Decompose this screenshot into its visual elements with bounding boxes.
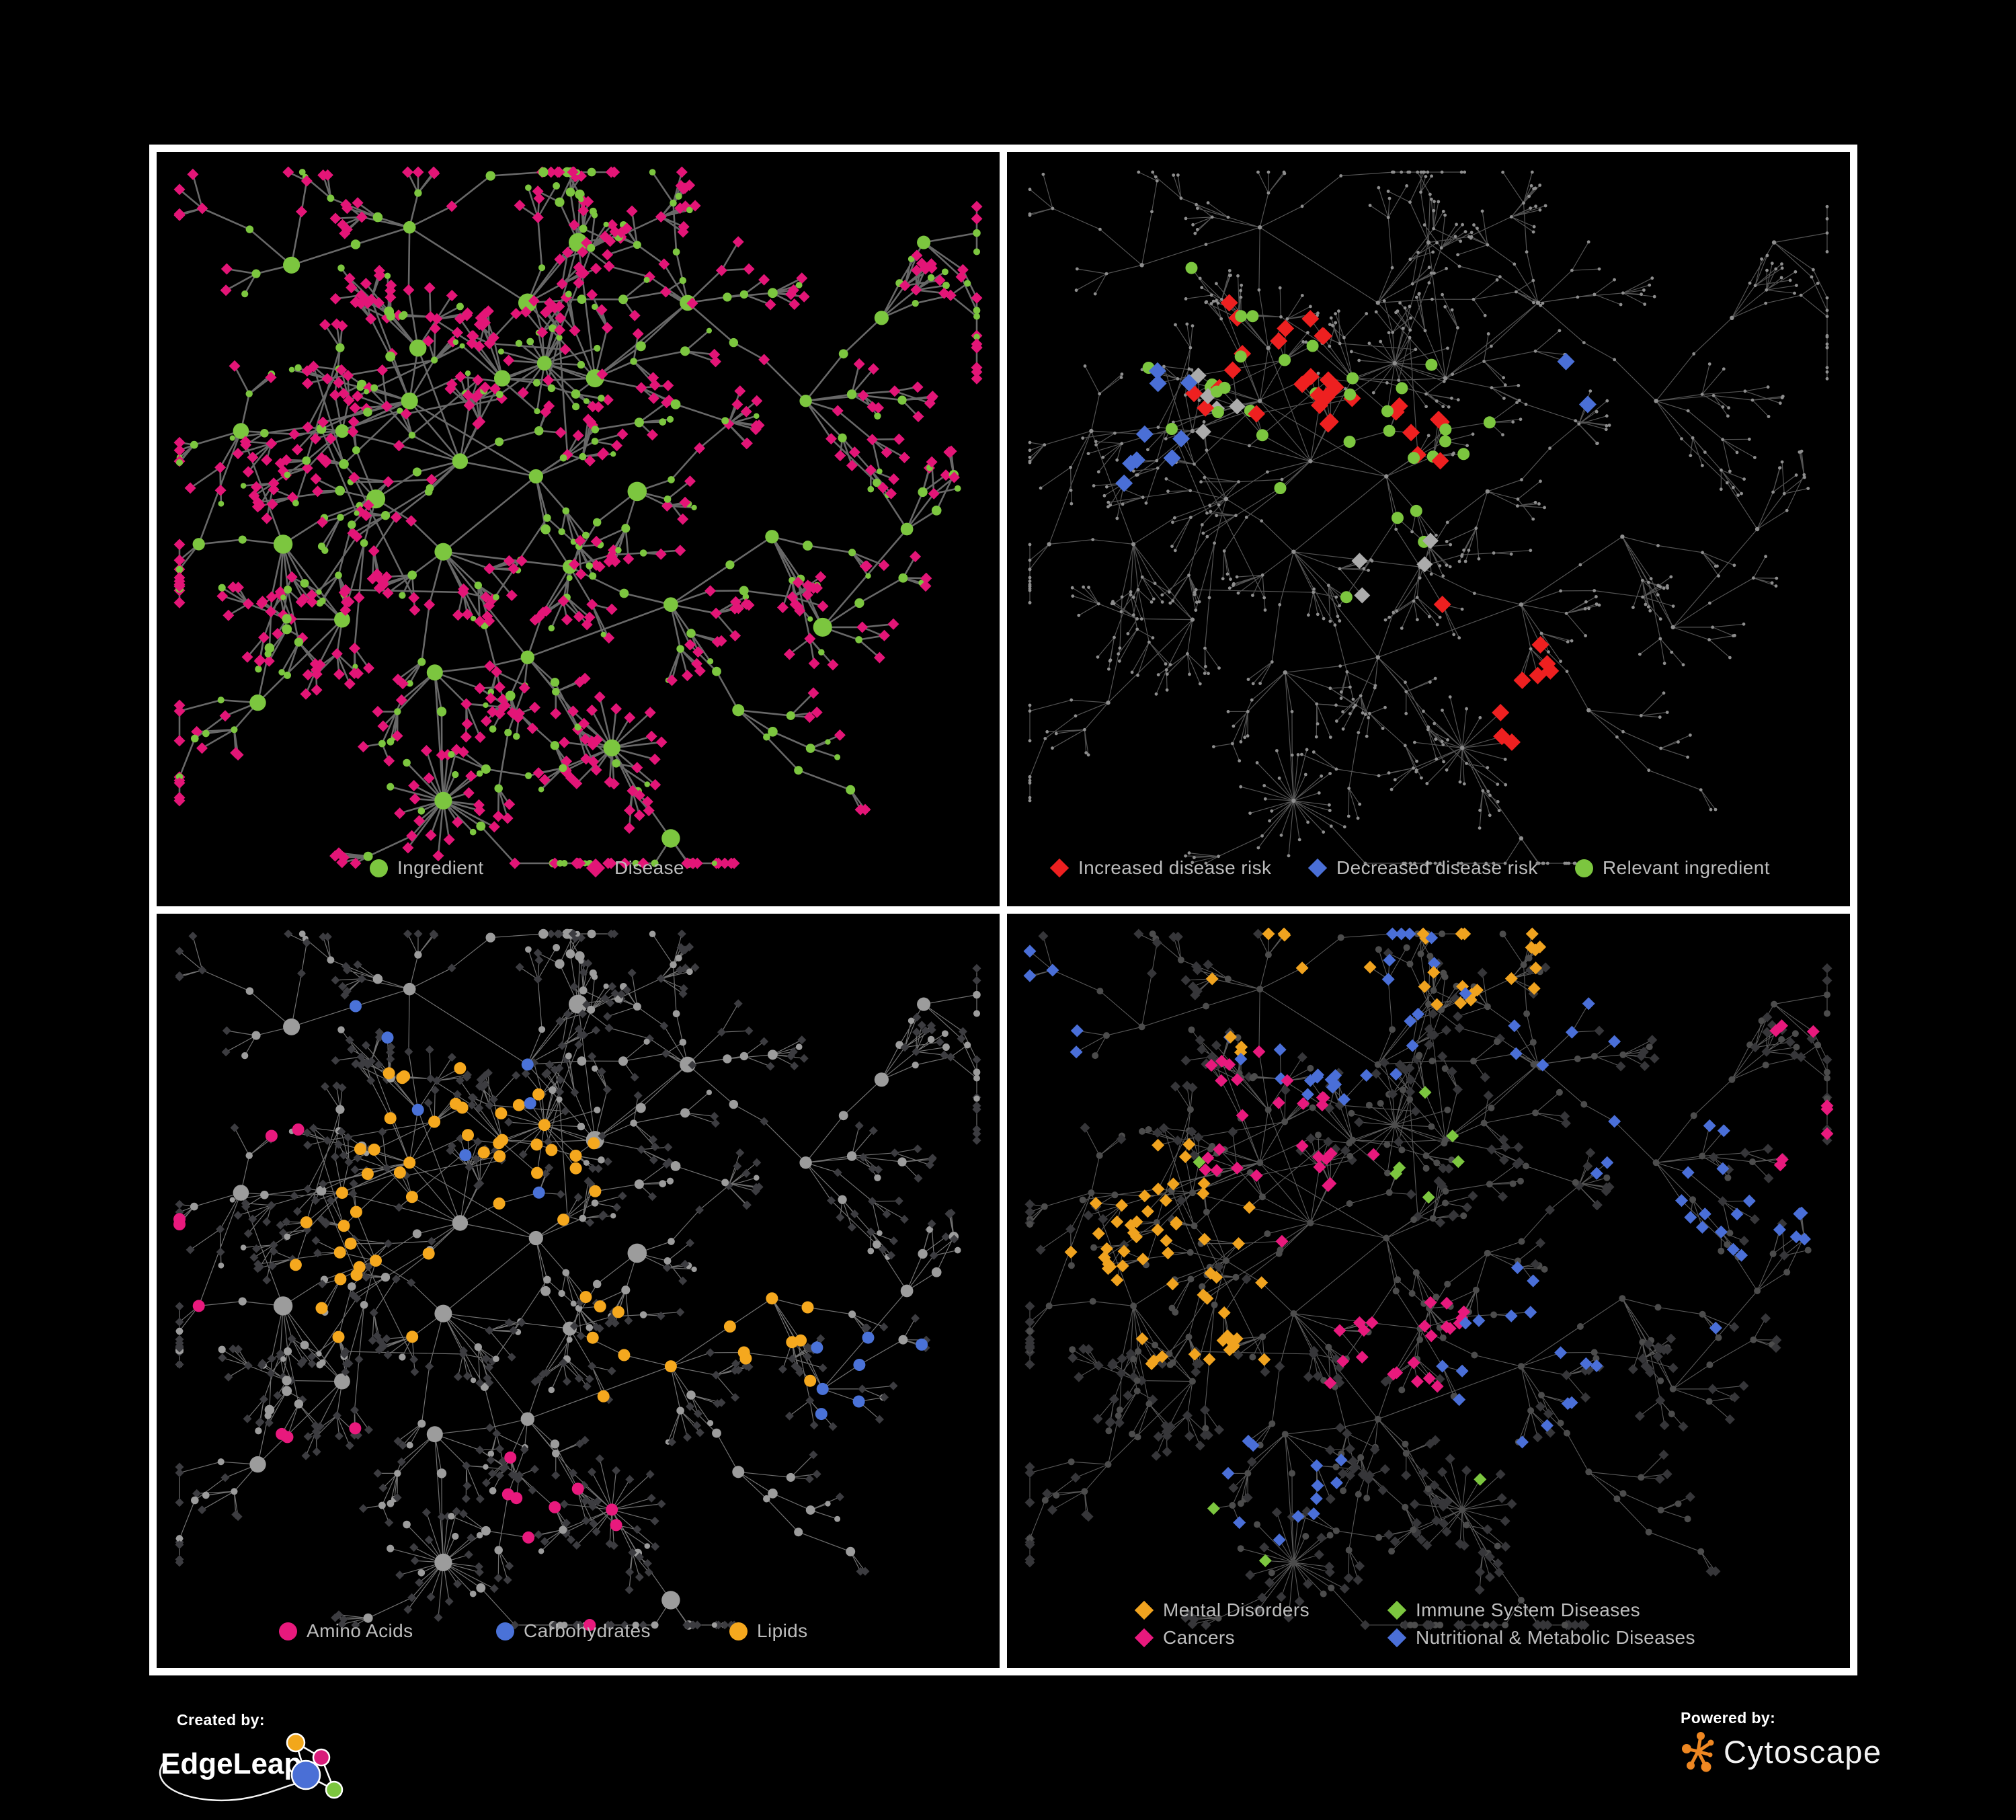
network-graph-disease-risk bbox=[1028, 170, 1829, 865]
network-graph-ingredient-disease bbox=[173, 166, 983, 869]
panel-disease-classes: Mental Disorders Immune System Diseases … bbox=[1007, 914, 1850, 1668]
powered-by-label: Powered by: bbox=[1681, 1709, 1776, 1727]
four-panel-frame: Ingredient Disease Increased disease ris… bbox=[149, 145, 1857, 1675]
cytoscape-credit: Powered by: Cytoscape bbox=[1681, 1709, 1882, 1773]
network-graph-disease-classes bbox=[1023, 927, 1834, 1630]
panel-ingredient-disease: Ingredient Disease bbox=[157, 152, 1000, 906]
network-graph-ingredient-classes bbox=[173, 928, 981, 1631]
cytoscape-wordmark: Cytoscape bbox=[1724, 1733, 1882, 1770]
edgeleap-wordmark: EdgeLeap bbox=[161, 1747, 302, 1780]
cytoscape-logo-row: Cytoscape bbox=[1681, 1730, 1882, 1773]
panel-ingredient-classes: Amino Acids Carbohydrates Lipids bbox=[157, 914, 1000, 1668]
edgeleap-credit: Created by: EdgeLeap bbox=[157, 1711, 353, 1819]
edgeleap-glyph-icon bbox=[286, 1733, 344, 1799]
created-by-label: Created by: bbox=[177, 1711, 265, 1729]
cytoscape-logo-icon bbox=[1682, 1732, 1714, 1772]
edgeleap-logo: EdgeLeap bbox=[159, 1733, 344, 1802]
panel-disease-risk: Increased disease risk Decreased disease… bbox=[1007, 152, 1850, 906]
